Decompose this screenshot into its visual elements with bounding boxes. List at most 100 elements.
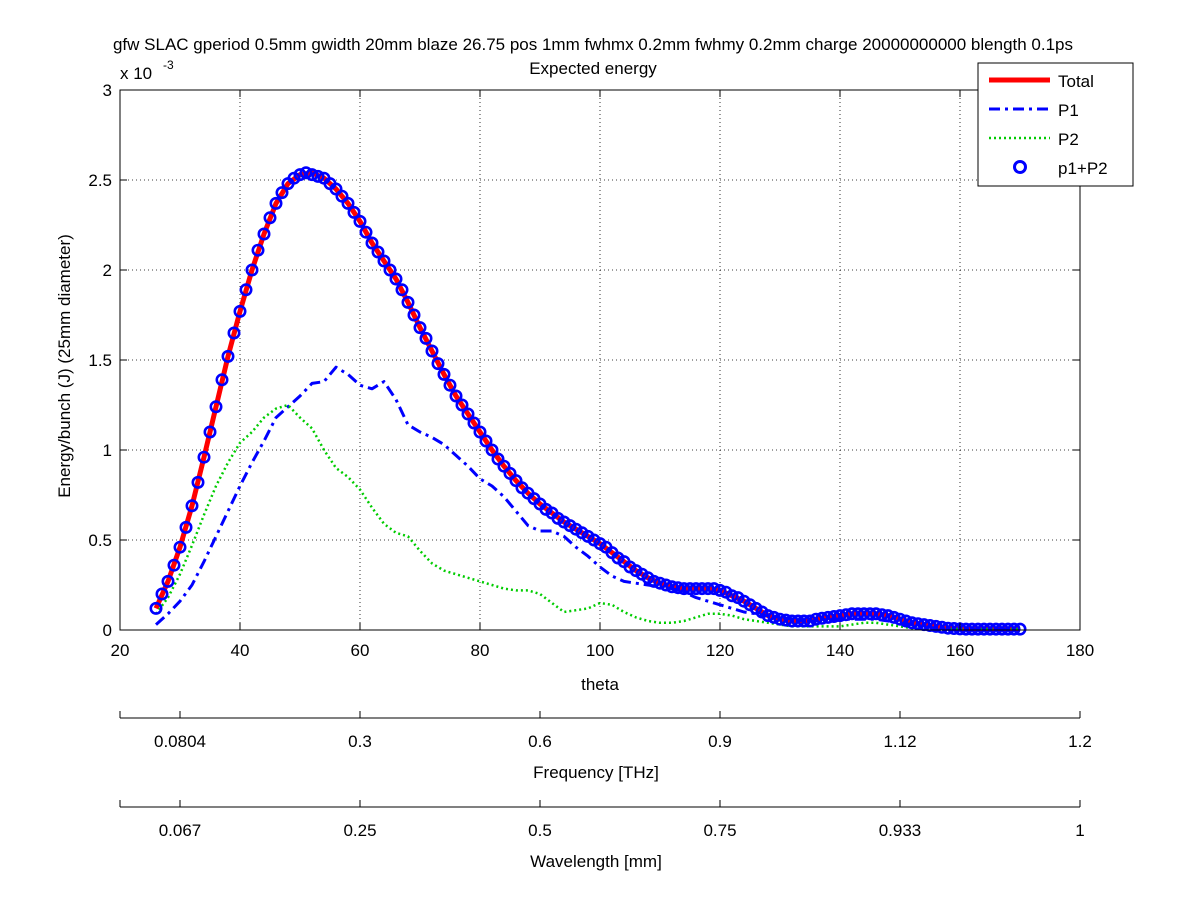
- series-p1-p2-point: [413, 321, 427, 335]
- series-p1-p2-point: [197, 450, 211, 464]
- series-p1-p2-point: [659, 578, 673, 592]
- series-p1-p2-point: [467, 416, 481, 430]
- y-tick-label: 1.5: [88, 351, 112, 370]
- series-p1-p2-point: [341, 196, 355, 210]
- series-p1-p2-point: [695, 582, 709, 596]
- series-p1-p2-point: [833, 609, 847, 623]
- series-p1-p2-point: [173, 540, 187, 554]
- x-tick-label: 20: [111, 641, 130, 660]
- series-p1-p2-point: [983, 622, 997, 636]
- x-tick-label: 140: [826, 641, 854, 660]
- y-tick-label: 3: [103, 81, 112, 100]
- x-tick-label: 80: [471, 641, 490, 660]
- legend-label-p1: P1: [1058, 101, 1079, 120]
- series-p1-p2-point: [1013, 622, 1027, 636]
- series-p1-p2-point: [305, 168, 319, 182]
- series-p1-p2-point: [401, 295, 415, 309]
- wavelength-axis-tick-label: 0.5: [528, 821, 552, 840]
- series-p1-p2-point: [155, 587, 169, 601]
- series-p1-p2-point: [227, 326, 241, 340]
- wavelength-axis-tick-label: 0.933: [879, 821, 922, 840]
- frequency-axis-tick-label: 0.3: [348, 732, 372, 751]
- frequency-axis-label: Frequency [THz]: [533, 763, 659, 782]
- x-tick-label: 100: [586, 641, 614, 660]
- chart-title-line1: gfw SLAC gperiod 0.5mm gwidth 20mm blaze…: [113, 35, 1073, 54]
- series-p1-p2-point: [863, 607, 877, 621]
- series-p1-p2-point: [419, 331, 433, 345]
- y-tick-label: 2.5: [88, 171, 112, 190]
- series-p1-p2-point: [479, 434, 493, 448]
- series-p1-p2-point: [473, 425, 487, 439]
- series-p1-p2-point: [905, 616, 919, 630]
- series-p1-p2-point: [203, 425, 217, 439]
- legend-box: [977, 62, 1134, 187]
- series-p1-p2-point: [167, 558, 181, 572]
- series-p1-p2-point: [149, 601, 163, 615]
- frequency-axis-tick-label: 0.0804: [154, 732, 206, 751]
- frequency-axis-tick-label: 1.12: [883, 732, 916, 751]
- series-p1-p2-point: [665, 580, 679, 594]
- series-p2-line: [154, 403, 1020, 631]
- y-tick-label: 1: [103, 441, 112, 460]
- series-p1-p2-point: [935, 620, 949, 634]
- series-p1-p2-point: [377, 254, 391, 268]
- y-tick-label: 0.5: [88, 531, 112, 550]
- frequency-axis-tick-label: 1.2: [1068, 732, 1092, 751]
- series-p1-p2-point: [431, 357, 445, 371]
- series-p1-p2-markers: [149, 166, 1027, 636]
- legend: Total P1 P2 p1+P2: [977, 62, 1134, 187]
- wavelength-axis-label: Wavelength [mm]: [530, 852, 662, 871]
- series-p1-p2-point: [407, 308, 421, 322]
- series-p1-p2-point: [947, 622, 961, 636]
- series-p1-p2-point: [359, 225, 373, 239]
- series-p1-p2-point: [395, 283, 409, 297]
- series-p1-p2-point: [875, 608, 889, 622]
- series-p1-p2-point: [353, 214, 367, 228]
- y-multiplier-prefix: x 10: [120, 64, 152, 83]
- series-p1-p2-point: [761, 609, 775, 623]
- series-p1-p2-point: [821, 610, 835, 624]
- series-p1-p2-point: [347, 205, 361, 219]
- legend-label-total: Total: [1058, 72, 1094, 91]
- series-p1-p2-point: [257, 227, 271, 241]
- series-p1-p2-point: [707, 582, 721, 596]
- series-p1-p2-point: [809, 612, 823, 626]
- series-p1-p2-point: [725, 589, 739, 603]
- y-multiplier-exponent: -3: [163, 58, 174, 72]
- x-tick-label: 160: [946, 641, 974, 660]
- series-p1-p2-point: [791, 614, 805, 628]
- series-p1-line: [154, 365, 1020, 631]
- series-p1-p2-point: [299, 166, 313, 180]
- series-p1-p2-point: [383, 263, 397, 277]
- series-p1-p2-point: [179, 520, 193, 534]
- series-p1-p2-point: [767, 610, 781, 624]
- series-p1-p2-point: [779, 613, 793, 627]
- series-p1-p2-point: [221, 349, 235, 363]
- series-p1-p2-point: [713, 583, 727, 597]
- series-p1-p2-point: [185, 499, 199, 513]
- legend-label-p2: P2: [1058, 130, 1079, 149]
- series-p1-p2-point: [1007, 622, 1021, 636]
- series-p1-p2-point: [971, 622, 985, 636]
- frequency-axis-tick-label: 0.6: [528, 732, 552, 751]
- series-p1-p2-point: [869, 607, 883, 621]
- series-p1-p2-point: [785, 614, 799, 628]
- series-p1-p2-point: [269, 196, 283, 210]
- series-p1-p2-point: [485, 443, 499, 457]
- series-p1-p2-point: [425, 344, 439, 358]
- wavelength-axis-tick-label: 0.25: [343, 821, 376, 840]
- series-p1-p2-point: [797, 614, 811, 628]
- series-p1-p2-point: [839, 608, 853, 622]
- legend-swatch-p1-plus-p2: [1013, 160, 1027, 174]
- series-p1-p2-point: [449, 389, 463, 403]
- series-p1-p2-point: [653, 576, 667, 590]
- series-p1-p2-point: [215, 373, 229, 387]
- series-p1-p2-point: [311, 169, 325, 183]
- series-p1-p2-point: [851, 607, 865, 621]
- series-p1-p2-point: [191, 475, 205, 489]
- wavelength-axis-tick-label: 0.75: [703, 821, 736, 840]
- series-p1-p2-point: [677, 582, 691, 596]
- series-p1-p2-point: [773, 612, 787, 626]
- axis-ticks: 20 40 60 80 100 120 140 160 180 0 0.5 1 1.5 2 2.5 3: [88, 81, 1094, 660]
